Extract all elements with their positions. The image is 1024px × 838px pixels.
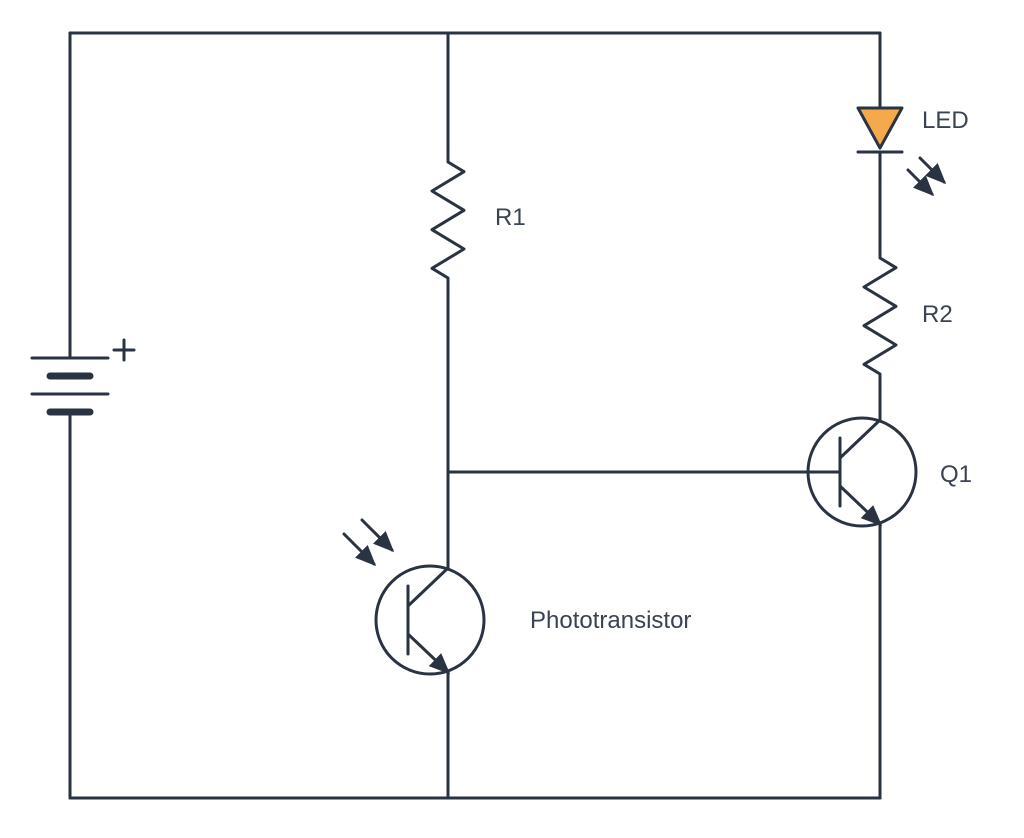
resistor-r2: R2: [864, 248, 953, 384]
resistor-r1: R1: [432, 152, 526, 288]
r1-label: R1: [495, 204, 526, 231]
led: LED: [858, 100, 969, 194]
q1-label: Q1: [940, 461, 972, 488]
battery: [32, 340, 134, 416]
phototransistor-label: Phototransistor: [530, 607, 691, 634]
led-label: LED: [922, 107, 969, 134]
r2-label: R2: [922, 301, 953, 328]
circuit-schematic: R1 R2 LED Q1 Phototransistor: [0, 0, 1024, 838]
phototransistor: Phototransistor: [344, 520, 691, 674]
